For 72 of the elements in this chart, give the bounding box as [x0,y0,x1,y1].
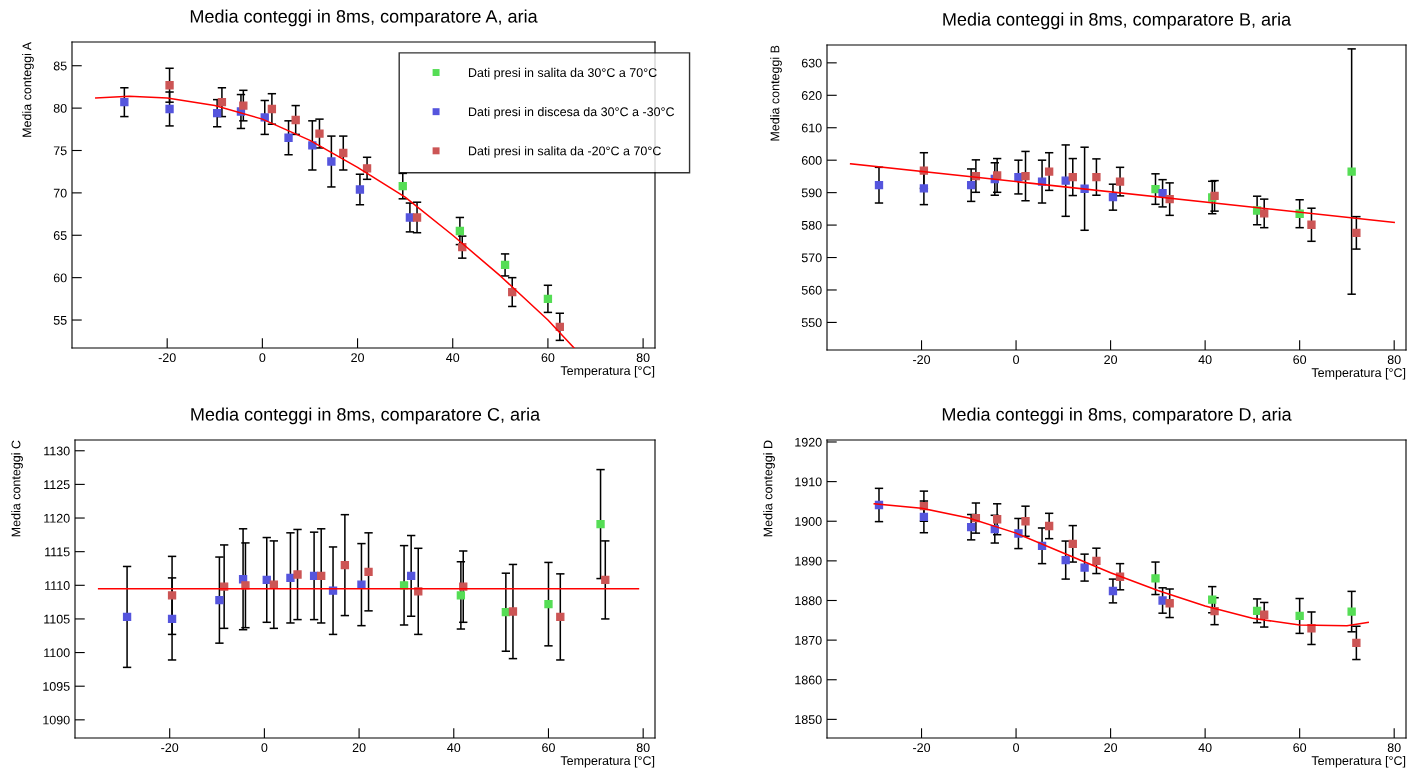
y-tick-label: 600 [801,155,822,165]
x-tick-label: 40 [1198,355,1212,365]
y-axis-title: Media conteggi D [763,440,775,537]
y-tick-label: 1100 [44,648,70,658]
chart-title: Media conteggi in 8ms, comparatore A, aria [190,9,538,27]
x-axis-title: Temperatura [°C] [560,755,655,768]
legend-label: Dati presi in discesa da 30°C a -30°C [468,106,675,119]
x-tick-label: -20 [161,743,179,753]
x-tick-label: 0 [1013,355,1020,365]
x-tick-label: 60 [1293,355,1307,365]
y-tick-label: 610 [801,123,822,133]
y-tick-label: 60 [53,273,67,283]
y-tick-label: 80 [53,103,67,113]
x-tick-label: 60 [542,743,555,753]
x-axis-title: Temperatura [°C] [1311,755,1406,768]
y-tick-label: 1125 [44,480,70,490]
y-tick-label: 1120 [44,513,70,523]
y-axis-title: Media conteggi B [770,45,782,141]
x-tick-label: 60 [1293,743,1307,753]
x-tick-label: 0 [259,353,266,363]
x-tick-label: -20 [158,353,176,363]
x-tick-label: 60 [541,353,555,363]
y-tick-label: 1900 [795,517,822,526]
x-tick-label: 20 [351,353,365,363]
y-tick-label: 580 [801,220,822,230]
y-tick-label: 55 [53,315,67,325]
x-tick-label: -20 [913,743,931,753]
x-tick-label: 0 [1013,743,1020,753]
y-tick-label: 1920 [795,437,822,447]
chart-title: Media conteggi in 8ms, comparatore C, aria [191,407,541,425]
x-tick-label: 20 [352,743,366,753]
x-tick-label: 40 [1198,743,1212,753]
x-tick-label: -20 [913,355,931,365]
x-tick-label: 20 [1104,743,1118,753]
y-tick-label: 1095 [43,682,70,691]
x-tick-label: 0 [261,743,268,753]
x-tick-label: 80 [1387,355,1401,365]
y-tick-label: 1110 [45,581,70,590]
y-tick-label: 65 [53,231,67,240]
y-tick-label: 1910 [795,477,822,487]
y-tick-label: 1115 [45,547,70,557]
y-axis-title: Media conteggi A [22,42,34,137]
x-axis-title: Temperatura [°C] [1311,367,1406,380]
y-tick-label: 620 [801,91,822,100]
x-tick-label: 80 [636,743,650,753]
y-tick-label: 1860 [795,675,822,685]
legend-label: Dati presi in salita da 30°C a 70°C [468,67,657,80]
y-tick-label: 1850 [795,715,822,725]
x-axis-title: Temperatura [°C] [560,365,655,378]
y-tick-label: 630 [801,58,822,68]
y-tick-label: 570 [801,253,822,263]
x-tick-label: 80 [1387,743,1401,753]
chart-title: Media conteggi in 8ms, comparatore D, aria [942,407,1292,425]
y-tick-label: 75 [53,146,67,156]
chart-title: Media conteggi in 8ms, comparatore B, aria [943,12,1292,30]
y-tick-label: 560 [801,285,822,295]
y-tick-label: 550 [801,318,822,328]
y-axis-title: Media conteggi C [11,440,23,537]
y-tick-label: 1090 [43,715,70,725]
y-tick-label: 1890 [795,556,822,566]
y-tick-label: 1870 [795,635,822,645]
x-tick-label: 40 [447,743,461,753]
x-tick-label: 80 [636,353,650,363]
x-tick-label: 40 [446,353,460,363]
x-tick-label: 20 [1104,355,1118,365]
y-tick-label: 85 [53,61,67,71]
y-tick-label: 1130 [44,446,70,456]
y-tick-label: 70 [53,188,67,198]
y-tick-label: 1105 [44,614,70,624]
y-tick-label: 590 [801,188,822,198]
y-tick-label: 1880 [795,596,822,606]
legend-label: Dati presi in salita da -20°C a 70°C [468,146,661,158]
